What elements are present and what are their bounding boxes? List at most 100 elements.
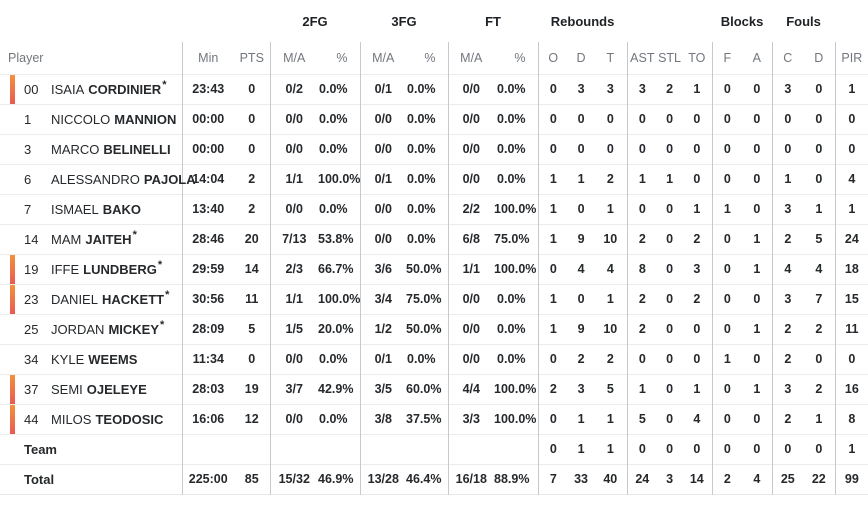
- cell-2fg-ma: 7/13: [269, 224, 318, 254]
- cell-ft-ma: 1/1: [447, 254, 495, 284]
- cell-reb-t: 5: [606, 382, 614, 396]
- cell-2fg-ma: 15/32: [269, 464, 318, 494]
- cell-reb-o: 0: [537, 134, 569, 164]
- col-header-stl: STL: [657, 42, 683, 74]
- player-name: 00 ISAIA CORDINIER *: [0, 79, 182, 97]
- player-cell[interactable]: 44 MILOS TEODOSIC: [0, 404, 182, 434]
- player-row[interactable]: 6 ALESSANDRO PAJOLA 14:04 2 1/1 100.0% 0/1…: [0, 164, 868, 194]
- player-cell[interactable]: Total: [0, 464, 182, 494]
- cell-to: 0: [693, 142, 701, 156]
- cell-3fg-pct: 50.0%: [406, 262, 442, 276]
- cell-2fg-pct: 0.0%: [319, 412, 348, 426]
- player-first-name: JORDAN: [51, 321, 105, 337]
- player-last-name: WEEMS: [88, 351, 138, 367]
- player-cell[interactable]: 6 ALESSANDRO PAJOLA: [0, 164, 196, 194]
- cell-3fg-pct: 0.0%: [407, 82, 436, 96]
- oncourt-indicator: [10, 374, 15, 404]
- cell-reb-d: 0: [577, 202, 585, 216]
- cell-fouls-d: 2: [815, 382, 823, 396]
- player-cell[interactable]: 00 ISAIA CORDINIER *: [0, 74, 182, 104]
- player-row[interactable]: 23 DANIEL HACKETT * 30:56 11 1/1 100.0% 3/4…: [0, 284, 868, 314]
- cell-2fg-pct: 20.0%: [318, 322, 354, 336]
- col-header-2fg-pct: %: [318, 42, 361, 74]
- oncourt-indicator: [10, 404, 15, 434]
- cell-2fg-ma: 0/0: [269, 194, 318, 224]
- cell-2fg-pct: 100.0%: [318, 172, 361, 186]
- player-cell[interactable]: 3 MARCO BELINELLI: [0, 134, 182, 164]
- player-row[interactable]: 7 ISMAEL BAKO 13:40 2 0/0 0.0% 0/0 0.0% 2/…: [0, 194, 868, 224]
- cell-blocks-f: 2: [711, 464, 743, 494]
- player-first-name: NICCOLO: [51, 111, 111, 127]
- cell-reb-d: 3: [577, 382, 585, 396]
- player-last-name: BELINELLI: [103, 141, 171, 157]
- group-header-spacer-pir: [835, 0, 868, 42]
- player-row[interactable]: 37 SEMI OJELEYE 28:03 19 3/7 42.9% 3/5 60.…: [0, 374, 868, 404]
- cell-reb-o: 2: [537, 374, 569, 404]
- player-cell[interactable]: 25 JORDAN MICKEY *: [0, 314, 182, 344]
- cell-reb-o: 0: [537, 404, 569, 434]
- group-header-blocks: Blocks: [712, 0, 773, 42]
- player-cell[interactable]: 34 KYLE WEEMS: [0, 344, 182, 374]
- team-row: Team 0 1 1 0 0 0 0 0 0 0 1: [0, 434, 868, 464]
- table-header: 2FG 3FG FT Rebounds Blocks Fouls Player …: [0, 0, 868, 74]
- cell-2fg-ma: 0/0: [269, 344, 318, 374]
- cell-2fg-pct: 66.7%: [318, 262, 354, 276]
- cell-pts: 2: [248, 202, 256, 216]
- starter-asterisk: *: [132, 229, 137, 241]
- row-label: Team: [24, 441, 57, 457]
- cell-ast: 2: [626, 314, 658, 344]
- player-row[interactable]: 19 IFFE LUNDBERG * 29:59 14 2/3 66.7% 3/6 5…: [0, 254, 868, 284]
- player-cell[interactable]: 19 IFFE LUNDBERG *: [0, 254, 182, 284]
- player-row[interactable]: 34 KYLE WEEMS 11:34 0 0/0 0.0% 0/1 0.0% 0/…: [0, 344, 868, 374]
- player-row[interactable]: 1 NICCOLO MANNION 00:00 0 0/0 0.0% 0/0 0.0…: [0, 104, 868, 134]
- player-cell[interactable]: 14 MAM JAITEH *: [0, 224, 182, 254]
- cell-stl: 0: [666, 412, 674, 426]
- cell-2fg-pct: 0.0%: [319, 202, 348, 216]
- cell-3fg-pct: [406, 434, 448, 464]
- cell-reb-d: 0: [577, 112, 585, 126]
- cell-fouls-c: 4: [771, 254, 804, 284]
- player-row[interactable]: 3 MARCO BELINELLI 00:00 0 0/0 0.0% 0/0 0.0…: [0, 134, 868, 164]
- player-row[interactable]: 25 JORDAN MICKEY * 28:09 5 1/5 20.0% 1/2 50…: [0, 314, 868, 344]
- cell-fouls-c: 2: [771, 404, 804, 434]
- cell-fouls-d: 5: [815, 232, 823, 246]
- cell-ft-ma: 4/4: [447, 374, 495, 404]
- player-last-name: PAJOLA: [143, 171, 196, 187]
- cell-pts: 14: [244, 262, 259, 276]
- boxscore-body: 00 ISAIA CORDINIER * 23:43 0 0/2 0.0% 0/1 0…: [0, 74, 868, 494]
- cell-pts: 19: [244, 382, 259, 396]
- cell-stl: 0: [666, 202, 674, 216]
- player-cell[interactable]: 1 NICCOLO MANNION: [0, 104, 182, 134]
- player-last-name: HACKETT: [101, 291, 165, 307]
- player-cell[interactable]: 7 ISMAEL BAKO: [0, 194, 182, 224]
- cell-fouls-d: 1: [815, 412, 823, 426]
- col-header-3fg-pct: %: [406, 42, 449, 74]
- cell-blocks-a: 1: [753, 382, 761, 396]
- group-header-2fg: 2FG: [270, 0, 361, 42]
- player-cell[interactable]: Team: [0, 434, 182, 464]
- cell-blocks-f: 0: [711, 104, 743, 134]
- cell-reb-d: 2: [577, 352, 585, 366]
- cell-min: 23:43: [181, 74, 234, 104]
- player-first-name: ALESSANDRO: [51, 171, 140, 187]
- cell-blocks-f: 0: [711, 134, 743, 164]
- cell-3fg-pct: 0.0%: [407, 142, 436, 156]
- cell-pir: 16: [834, 374, 868, 404]
- player-row[interactable]: 00 ISAIA CORDINIER * 23:43 0 0/2 0.0% 0/1 0…: [0, 74, 868, 104]
- cell-fouls-c: 1: [771, 164, 804, 194]
- cell-to: 0: [693, 352, 701, 366]
- cell-blocks-a: 0: [753, 202, 761, 216]
- cell-reb-t: 4: [606, 262, 614, 276]
- player-row[interactable]: 14 MAM JAITEH * 28:46 20 7/13 53.8% 0/0 0.0…: [0, 224, 868, 254]
- player-number: 23: [24, 291, 39, 307]
- cell-3fg-pct: 0.0%: [407, 352, 436, 366]
- cell-fouls-c: 0: [771, 104, 804, 134]
- player-row[interactable]: 44 MILOS TEODOSIC 16:06 12 0/0 0.0% 3/8 37…: [0, 404, 868, 434]
- cell-min: 30:56: [181, 284, 234, 314]
- cell-ast: 0: [626, 344, 658, 374]
- cell-to: 3: [693, 262, 701, 276]
- player-cell[interactable]: 23 DANIEL HACKETT *: [0, 284, 182, 314]
- player-cell[interactable]: 37 SEMI OJELEYE: [0, 374, 182, 404]
- cell-reb-o: 1: [537, 194, 569, 224]
- boxscore-table: 2FG 3FG FT Rebounds Blocks Fouls Player …: [0, 0, 868, 494]
